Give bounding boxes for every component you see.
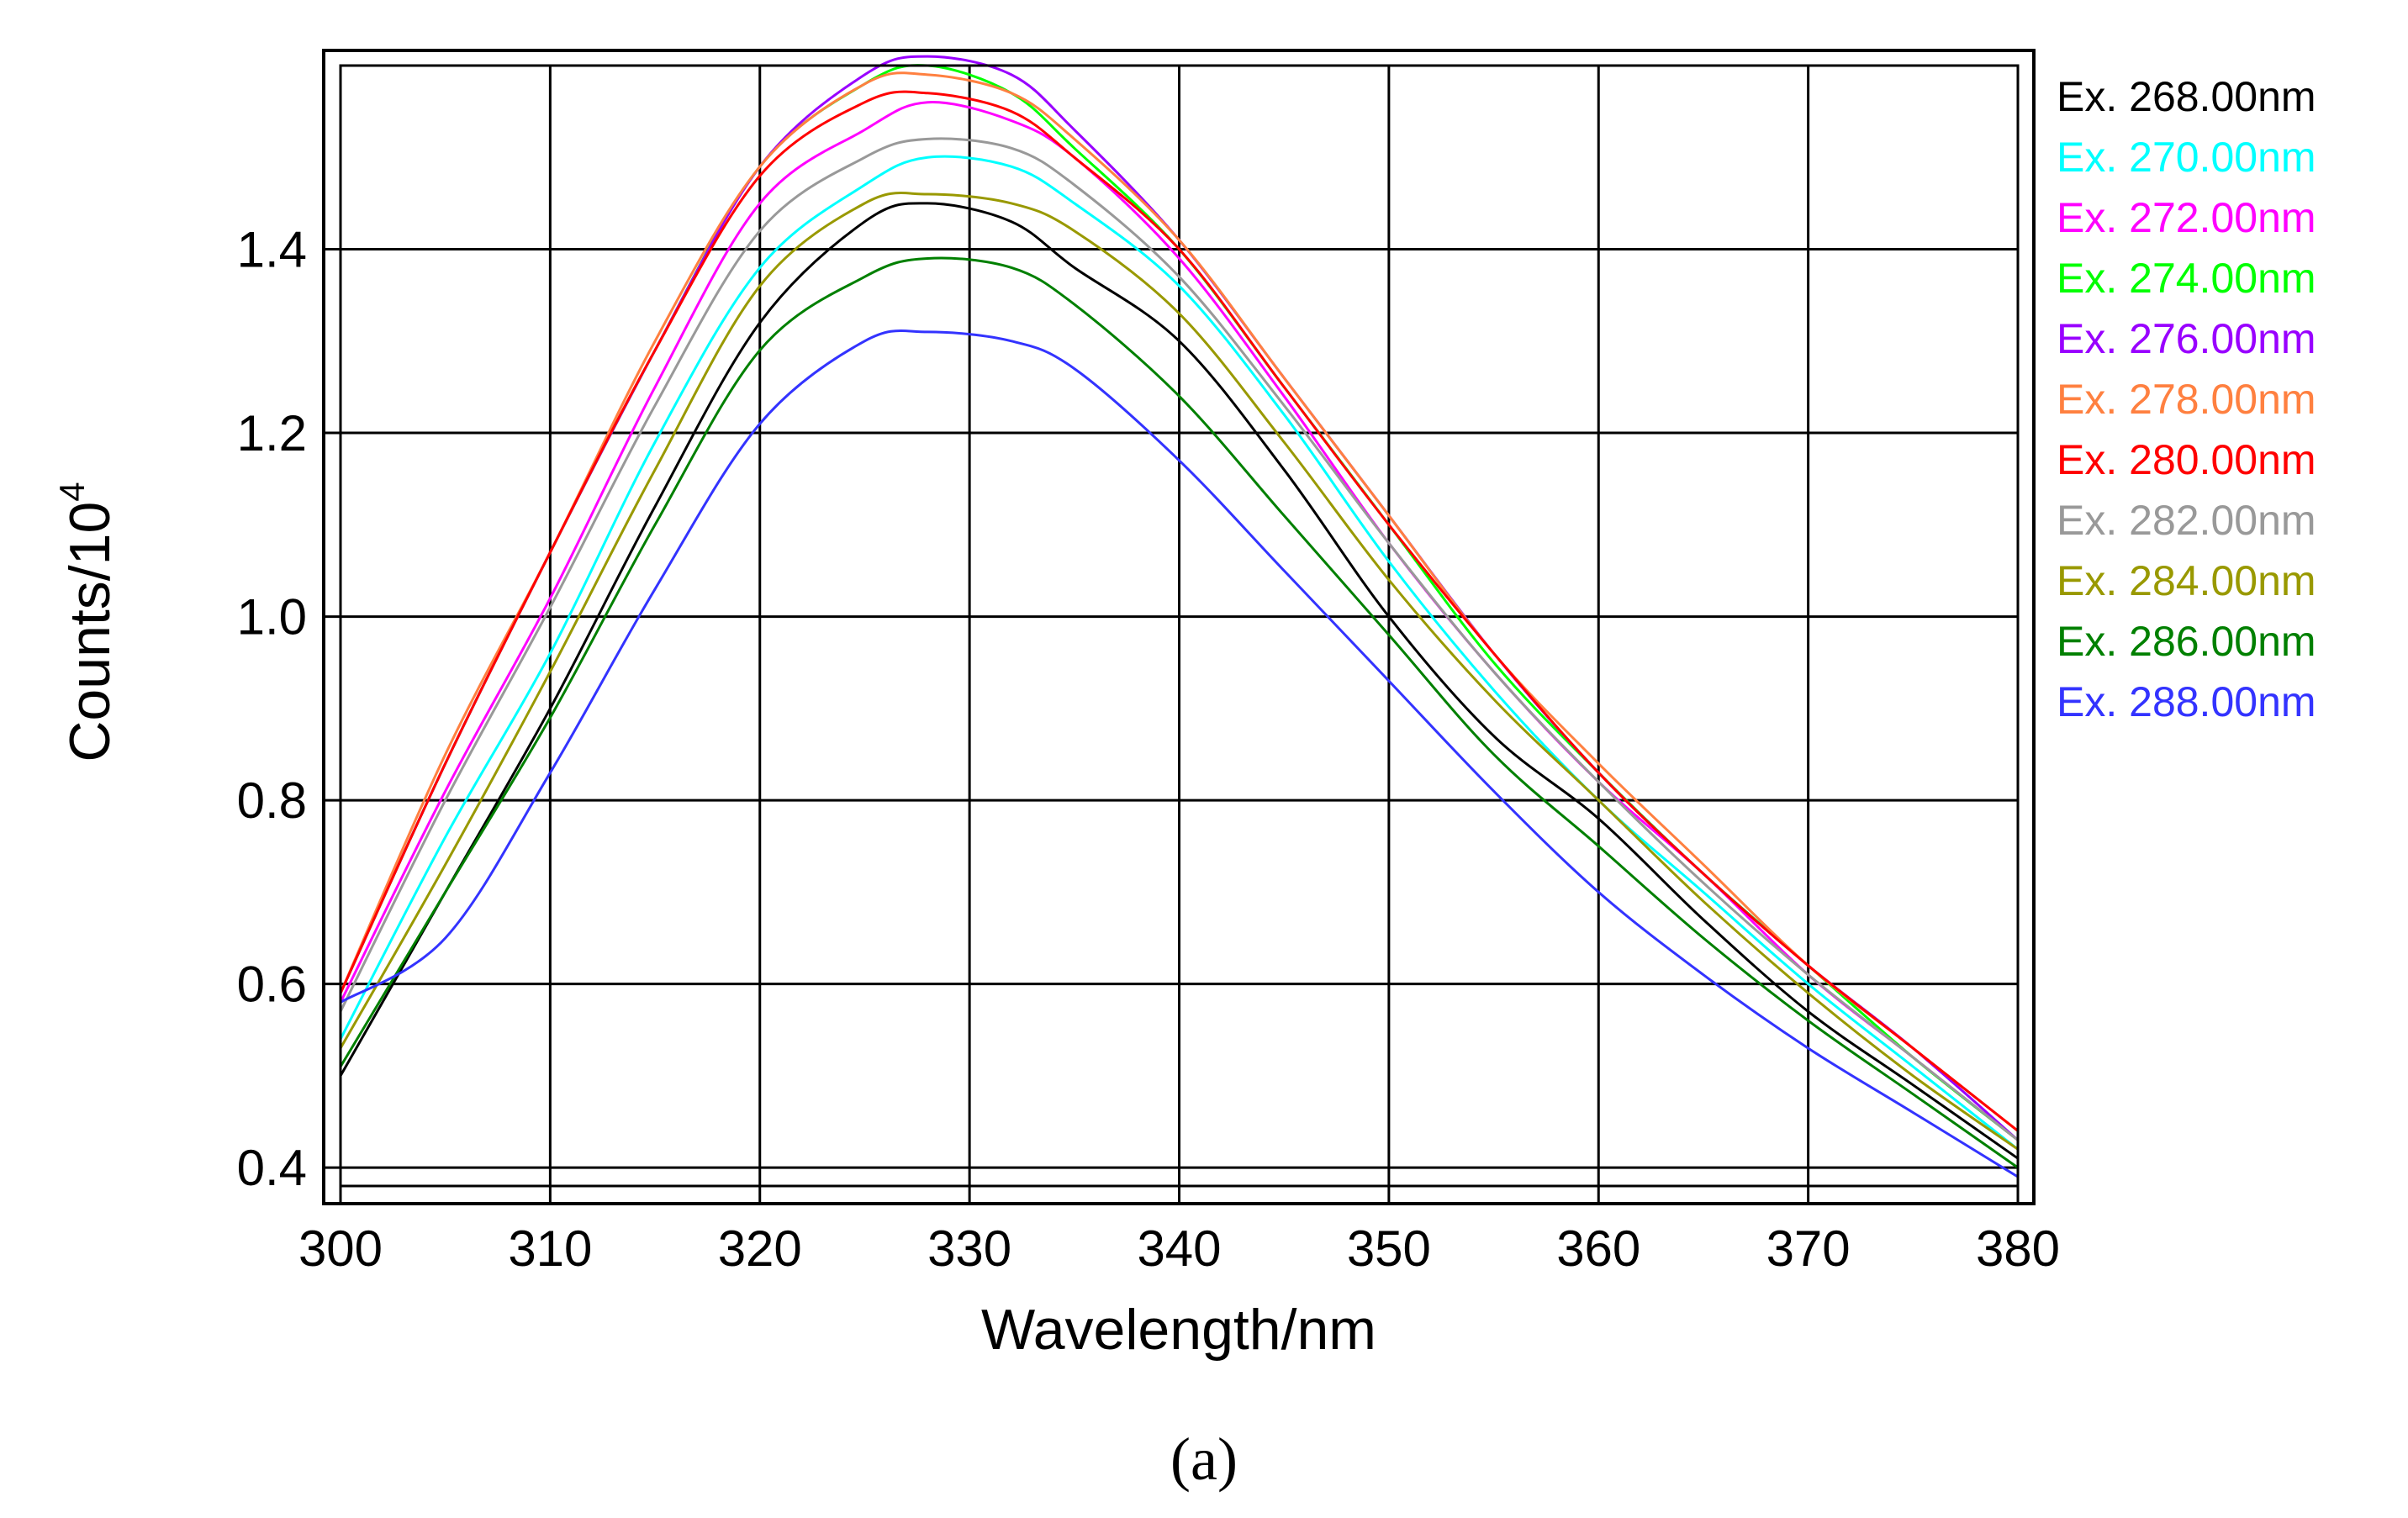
x-tick-label: 330 [927, 1220, 1011, 1277]
x-tick-label: 340 [1137, 1220, 1221, 1277]
x-tick-label: 320 [718, 1220, 802, 1277]
y-tick-label: 0.6 [237, 957, 307, 1013]
y-tick-label: 1.0 [237, 589, 307, 646]
series-line [339, 90, 2019, 1132]
series-line [340, 329, 2019, 1178]
y-axis-title-exponent: 4 [52, 482, 92, 501]
grid [339, 66, 2020, 1186]
legend-entry: Ex. 286.00nm [2057, 618, 2316, 665]
legend-entry: Ex. 284.00nm [2057, 557, 2316, 604]
y-tick-label: 1.4 [237, 222, 307, 278]
svg-text:Counts/104: Counts/104 [52, 482, 122, 762]
figure-caption: (a) [1170, 1426, 1238, 1493]
legend-entry: Ex. 270.00nm [2057, 134, 2316, 181]
ticks [322, 248, 2020, 1204]
series-line [339, 192, 2019, 1151]
x-tick-label: 300 [298, 1220, 383, 1277]
legend-entry: Ex. 288.00nm [2057, 678, 2316, 725]
y-axis-title: Counts/104 [52, 482, 122, 762]
x-tick-label: 370 [1766, 1220, 1851, 1277]
x-tick-label: 360 [1556, 1220, 1640, 1277]
series-line [339, 256, 2019, 1169]
legend-entry: Ex. 280.00nm [2057, 436, 2316, 483]
legend-entry: Ex. 272.00nm [2057, 194, 2316, 241]
x-tick-labels: 300 310 320 330 340 350 360 370 380 [298, 1220, 2060, 1277]
series-line [339, 137, 2019, 1141]
legend-entry: Ex. 274.00nm [2057, 255, 2316, 302]
x-tick-label: 380 [1976, 1220, 2060, 1277]
legend-entry: Ex. 282.00nm [2057, 497, 2316, 544]
legend: Ex. 268.00nm Ex. 270.00nm Ex. 272.00nm Ex. … [2057, 73, 2316, 725]
x-tick-label: 350 [1347, 1220, 1431, 1277]
y-tick-label: 1.2 [237, 405, 307, 461]
y-tick-label: 0.4 [237, 1140, 307, 1196]
legend-entry: Ex. 278.00nm [2057, 376, 2316, 423]
legend-entry: Ex. 276.00nm [2057, 315, 2316, 362]
y-tick-label: 0.8 [237, 772, 307, 829]
legend-entry: Ex. 268.00nm [2057, 73, 2316, 120]
y-tick-labels: 0.4 0.6 0.8 1.0 1.2 1.4 [237, 222, 307, 1197]
series-line [339, 155, 2019, 1151]
series-line [339, 202, 2019, 1160]
x-tick-label: 310 [508, 1220, 592, 1277]
y-axis-title-base: Counts/10 [58, 502, 122, 762]
series-group [339, 55, 2019, 1178]
x-axis-title: Wavelength/nm [981, 1298, 1376, 1362]
